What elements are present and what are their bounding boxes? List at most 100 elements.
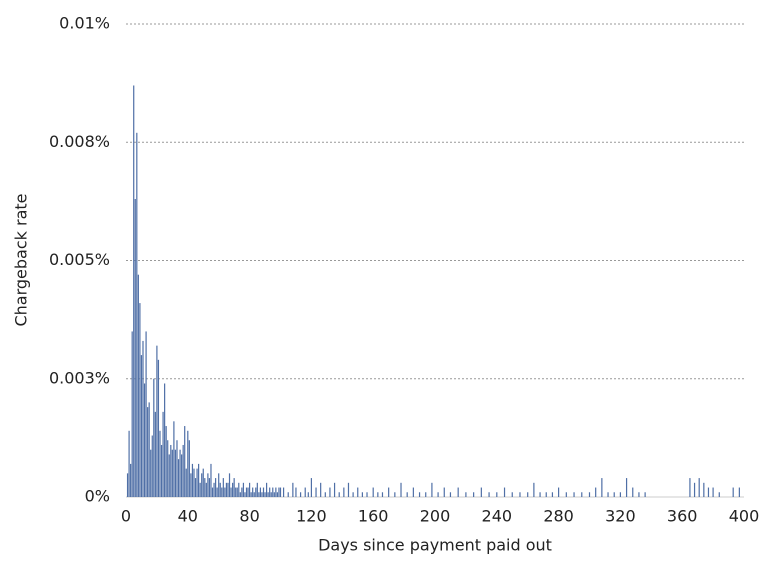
bar xyxy=(137,274,139,497)
bar xyxy=(443,487,445,497)
bar xyxy=(519,492,521,497)
bar xyxy=(224,487,226,497)
x-tick-label: 360 xyxy=(667,507,698,526)
bar xyxy=(539,492,541,497)
bar xyxy=(278,487,280,497)
bar xyxy=(638,492,640,497)
bar xyxy=(644,492,646,497)
bar xyxy=(693,482,696,497)
bar xyxy=(551,492,554,497)
bar xyxy=(252,487,254,497)
bar xyxy=(473,492,475,497)
bar xyxy=(201,473,203,497)
bar xyxy=(250,492,252,497)
bar xyxy=(156,345,158,497)
bar xyxy=(236,487,238,497)
bar xyxy=(480,487,482,497)
bar xyxy=(333,482,336,497)
bar xyxy=(607,492,609,497)
bar xyxy=(227,482,229,497)
bar xyxy=(126,473,129,497)
bar xyxy=(162,411,164,497)
bar xyxy=(343,487,345,497)
bar xyxy=(168,454,170,497)
bar xyxy=(738,487,740,497)
bar xyxy=(545,492,547,497)
bar xyxy=(139,303,141,497)
bar xyxy=(279,487,282,497)
bar xyxy=(425,492,427,497)
bar xyxy=(418,492,421,497)
bar xyxy=(232,482,234,497)
x-tick-label: 400 xyxy=(729,507,760,526)
bar xyxy=(304,487,306,497)
bar xyxy=(259,487,262,497)
bar xyxy=(151,435,153,497)
bar xyxy=(207,473,209,497)
bar xyxy=(269,487,271,497)
bar xyxy=(241,487,243,497)
bar xyxy=(185,468,187,497)
bar xyxy=(581,492,583,497)
bar xyxy=(164,383,166,497)
bar xyxy=(170,444,172,497)
bar xyxy=(272,487,274,497)
bar xyxy=(381,492,384,497)
bar xyxy=(233,478,235,497)
bar xyxy=(221,487,223,497)
bar xyxy=(177,459,180,497)
bar xyxy=(527,492,529,497)
bar xyxy=(329,487,331,497)
x-tick-label: 40 xyxy=(178,507,198,526)
bar xyxy=(167,440,169,497)
bar xyxy=(352,492,354,497)
bar xyxy=(131,331,133,497)
bar xyxy=(264,492,266,497)
bar xyxy=(213,482,215,497)
bar xyxy=(228,473,231,497)
bar xyxy=(205,482,207,497)
bar xyxy=(488,492,490,497)
bar xyxy=(613,492,615,497)
bar xyxy=(235,487,237,497)
bar xyxy=(239,492,241,497)
bar xyxy=(148,402,150,497)
bar xyxy=(147,407,149,497)
bar xyxy=(136,132,138,498)
bar xyxy=(287,492,289,497)
bar xyxy=(503,487,506,497)
bar xyxy=(732,487,734,497)
y-axis-label: Chargeback rate xyxy=(12,193,31,326)
bar xyxy=(208,478,211,497)
y-tick-label: 0.008% xyxy=(49,132,110,151)
bar xyxy=(198,463,200,497)
bar xyxy=(558,487,560,497)
bar xyxy=(295,487,297,497)
bar xyxy=(253,492,255,497)
bar xyxy=(179,449,181,497)
bar xyxy=(625,478,628,497)
bar xyxy=(173,421,175,497)
bar xyxy=(142,340,144,497)
bar xyxy=(400,482,402,497)
x-tick-label: 280 xyxy=(543,507,574,526)
bar xyxy=(619,492,621,497)
bar xyxy=(238,482,240,497)
bar xyxy=(357,487,359,497)
bar xyxy=(165,426,167,497)
bar xyxy=(347,482,350,497)
bar xyxy=(377,492,379,497)
x-tick-label: 0 xyxy=(121,507,131,526)
bar xyxy=(242,482,245,497)
bar xyxy=(174,449,177,497)
y-tick-label: 0% xyxy=(85,487,110,506)
bar xyxy=(601,478,603,497)
bar xyxy=(273,492,275,497)
bar xyxy=(324,492,326,497)
bar xyxy=(261,492,263,497)
bar xyxy=(689,478,691,497)
bar xyxy=(191,463,194,497)
bar xyxy=(267,492,269,497)
bar xyxy=(199,482,201,497)
